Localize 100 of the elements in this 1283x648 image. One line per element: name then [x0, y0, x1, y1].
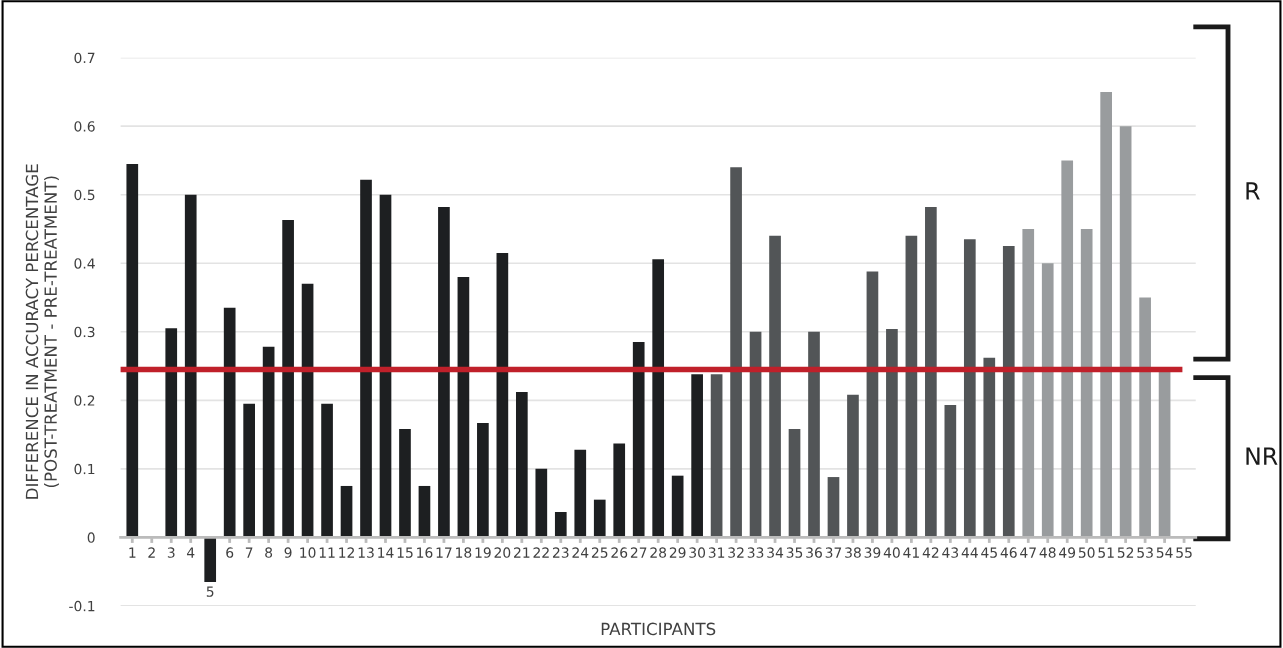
x-tick-label: 5 — [206, 586, 214, 597]
y-tick-label: -0.1 — [69, 600, 95, 612]
x-tick-label: 39 — [864, 547, 881, 558]
bar — [1119, 126, 1132, 538]
bar — [282, 220, 294, 538]
bar — [963, 239, 976, 538]
x-tick-label: 45 — [981, 547, 997, 558]
bar — [691, 374, 703, 538]
x-tick-label: 50 — [1078, 547, 1095, 558]
x-tick-label: 24 — [572, 547, 589, 558]
bar — [554, 512, 567, 538]
x-tick-label: 37 — [825, 547, 842, 558]
bar — [321, 403, 333, 538]
bar — [983, 357, 996, 538]
bar — [1139, 297, 1151, 538]
bar — [515, 392, 528, 538]
x-tick-label: 6 — [226, 547, 234, 558]
bar — [613, 443, 626, 538]
y-tick-label: 0.2 — [74, 395, 95, 406]
bar — [1002, 246, 1015, 538]
bar — [184, 194, 197, 538]
x-tick-label: 14 — [378, 547, 394, 558]
x-tick-label: 44 — [961, 547, 978, 558]
x-tick-label: 9 — [284, 547, 292, 558]
x-tick-label: 11 — [319, 547, 335, 558]
bar — [730, 167, 742, 538]
x-tick-label: 28 — [650, 547, 667, 558]
bar — [866, 271, 879, 538]
x-tick-label: 2 — [148, 547, 155, 558]
bar — [535, 468, 548, 538]
bar — [671, 475, 684, 538]
bar — [847, 394, 859, 538]
text: R — [1246, 182, 1260, 200]
x-tick-label: 19 — [475, 547, 491, 558]
bar — [827, 477, 840, 538]
bar — [301, 283, 314, 538]
x-tick-label: 22 — [533, 547, 549, 558]
bar — [1158, 369, 1171, 538]
x-tick-label: 13 — [358, 547, 374, 558]
bar — [418, 485, 431, 538]
x-tick-label: 34 — [767, 547, 784, 558]
bar — [905, 235, 918, 538]
y-tick-label: 0.7 — [74, 52, 95, 64]
bar — [262, 346, 275, 538]
x-tick-label: 38 — [845, 547, 861, 558]
x-axis-title: PARTICIPANTS — [601, 622, 716, 636]
bar — [944, 405, 957, 538]
x-tick-label: 15 — [397, 547, 413, 558]
x-tick-label: 30 — [689, 547, 706, 558]
x-tick-label: 47 — [1020, 547, 1036, 558]
bar — [457, 276, 470, 538]
x-tick-label: 8 — [265, 547, 273, 558]
x-tick-label: 51 — [1098, 547, 1114, 558]
x-tick-label: 41 — [903, 547, 919, 558]
bar — [477, 422, 489, 538]
bar — [1022, 228, 1035, 538]
x-tick-label: 4 — [186, 547, 195, 558]
x-tick-label: 10 — [300, 547, 316, 558]
x-tick-label: 54 — [1156, 547, 1173, 558]
x-tick-label: 31 — [708, 547, 725, 558]
y-axis-title: DIFFERENCE IN ACCURACY PERCENTAGE (POST-TREATMENT - PRE-TREATMENT) — [25, 164, 59, 499]
bar — [1061, 160, 1074, 538]
bar — [593, 499, 606, 538]
bar — [749, 331, 762, 538]
x-tick-label: 21 — [514, 547, 530, 558]
x-tick-label: 16 — [417, 547, 433, 558]
bar — [379, 194, 392, 538]
bar — [399, 429, 411, 538]
x-tick-label: 23 — [552, 547, 569, 558]
x-tick-label: 53 — [1137, 547, 1153, 558]
bar — [223, 307, 236, 538]
bar — [1100, 91, 1112, 538]
bar — [788, 429, 801, 538]
x-tick-label: 18 — [456, 547, 472, 558]
bar — [126, 163, 139, 538]
x-tick-label: 52 — [1117, 547, 1134, 558]
bar — [808, 331, 820, 538]
y-tick-label: 0 — [87, 532, 95, 543]
x-tick-label: 36 — [806, 547, 822, 558]
x-tick-label: 43 — [942, 547, 959, 558]
x-tick-label: 40 — [883, 547, 900, 558]
bar — [204, 537, 217, 582]
x-tick-label: 42 — [922, 547, 939, 558]
bar — [1041, 263, 1054, 538]
bar — [886, 329, 898, 538]
bar — [340, 485, 353, 538]
bar — [496, 252, 509, 538]
x-tick-label: 12 — [339, 547, 354, 558]
bar — [1080, 228, 1093, 538]
bar — [710, 374, 723, 538]
bar — [652, 259, 665, 538]
x-tick-label: 26 — [611, 547, 628, 558]
bar — [574, 449, 587, 538]
y-tick-label: 0.4 — [74, 258, 95, 269]
bar — [243, 403, 255, 538]
bar — [165, 328, 178, 538]
bar — [925, 207, 937, 538]
y-tick-label: 0.1 — [74, 463, 95, 475]
x-tick-label: 3 — [167, 547, 175, 558]
x-tick-label: 48 — [1039, 547, 1056, 558]
